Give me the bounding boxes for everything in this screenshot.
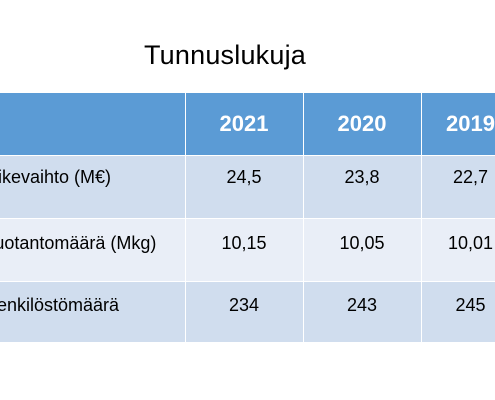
value-cell: 245	[421, 281, 495, 342]
cell-value: 10,01	[447, 232, 494, 253]
value-cell: 10,05	[303, 218, 422, 282]
cell-value: 245	[455, 294, 486, 315]
row-label-cell: Tuotantomäärä (Mkg)	[0, 218, 186, 282]
table-row-tuotantomaara: Tuotantomäärä (Mkg) 10,15 10,05 10,01	[0, 218, 495, 282]
value-cell: 10,01	[421, 218, 495, 282]
value-cell: 22,7	[421, 155, 495, 219]
table-row-henkilostomaara: Henkilöstömäärä 234 243 245	[0, 281, 495, 342]
row-label: Liikevaihto (M€)	[0, 166, 112, 187]
key-figures-table-wrap: 2021 2020 2019 Liikevaihto (M€) 24,5 23,…	[0, 93, 495, 342]
cell-value: 24,5	[226, 166, 262, 187]
row-label: Henkilöstömäärä	[0, 294, 120, 315]
cell-value: 23,8	[344, 166, 380, 187]
cell-value: 10,15	[221, 232, 267, 253]
key-figures-table: 2021 2020 2019 Liikevaihto (M€) 24,5 23,…	[0, 93, 495, 342]
row-label-cell: Liikevaihto (M€)	[0, 155, 186, 219]
slide-title: Tunnuslukuja	[143, 40, 306, 70]
cell-value: 10,05	[339, 232, 385, 253]
value-cell: 23,8	[303, 155, 422, 219]
cell-value: 243	[346, 294, 378, 315]
header-label-cell	[0, 93, 186, 156]
cell-value: 22,7	[452, 166, 489, 187]
header-year-2020: 2020	[303, 93, 422, 156]
cell-value: 234	[228, 294, 260, 315]
table-row-liikevaihto: Liikevaihto (M€) 24,5 23,8 22,7	[0, 155, 495, 219]
value-cell: 234	[185, 281, 304, 342]
row-label-cell: Henkilöstömäärä	[0, 281, 186, 342]
value-cell: 10,15	[185, 218, 304, 282]
header-year-2021: 2021	[185, 93, 304, 156]
header-year-2019: 2019	[421, 93, 495, 156]
value-cell: 24,5	[185, 155, 304, 219]
row-label: Tuotantomäärä (Mkg)	[0, 232, 157, 253]
table-header-row: 2021 2020 2019	[0, 93, 495, 156]
value-cell: 243	[303, 281, 422, 342]
